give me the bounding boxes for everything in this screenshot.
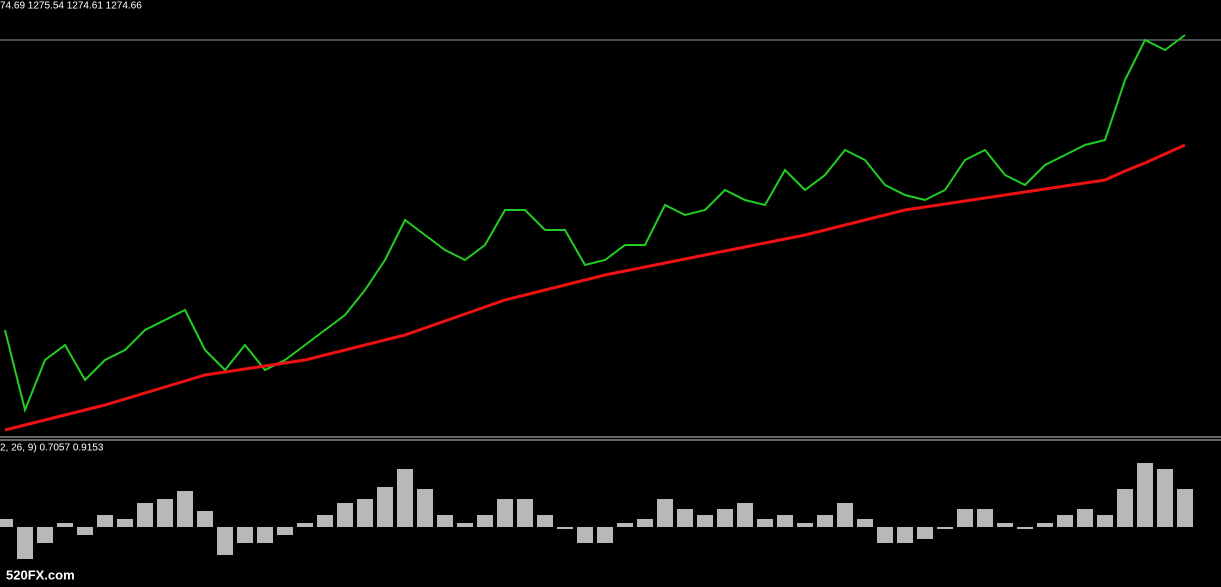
macd-bar [997,523,1013,527]
macd-bar [1157,469,1173,527]
macd-bar [1137,463,1153,527]
macd-bar [757,519,773,527]
macd-bar [337,503,353,527]
macd-bar [597,527,613,543]
macd-bar [937,527,953,529]
macd-bar [737,503,753,527]
price-series [4,34,1186,414]
macd-bar [457,523,473,527]
macd-bar [77,527,93,535]
price-series [4,143,1186,432]
macd-bar [557,527,573,529]
macd-bar [817,515,833,527]
macd-bar [37,527,53,543]
macd-bar [897,527,913,543]
macd-bar [777,515,793,527]
macd-bar [1017,527,1033,529]
macd-bar [537,515,553,527]
macd-bar [977,509,993,527]
macd-bar [677,509,693,527]
macd-bar [957,509,973,527]
macd-bar [917,527,933,539]
macd-bar [177,491,193,527]
macd-bar [837,503,853,527]
macd-bar [797,523,813,527]
macd-bar [197,511,213,527]
macd-bar [397,469,413,527]
macd-bar [357,499,373,527]
macd-bar [297,523,313,527]
macd-bar [477,515,493,527]
macd-bar [237,527,253,543]
macd-bar [17,527,33,559]
macd-bar [1077,509,1093,527]
macd-bar [497,499,513,527]
macd-bar [57,523,73,527]
macd-bar [157,499,173,527]
price-info: 74.69 1275.54 1274.61 1274.66 [0,1,142,12]
macd-bar [97,515,113,527]
macd-bar [1097,515,1113,527]
macd-bar [1177,489,1193,527]
macd-bar [877,527,893,543]
macd-bar [437,515,453,527]
macd-bar [257,527,273,543]
macd-bar [277,527,293,535]
macd-info: 2, 26, 9) 0.7057 0.9153 [0,443,104,454]
macd-bar [1117,489,1133,527]
macd-bar [857,519,873,527]
macd-bar [317,515,333,527]
macd-bar [577,527,593,543]
macd-bar [137,503,153,527]
macd-bar [717,509,733,527]
watermark: 520FX.com [6,567,75,582]
macd-bar [377,487,393,527]
macd-bar [417,489,433,527]
macd-bar [1037,523,1053,527]
macd-bar [117,519,133,527]
macd-bar [657,499,673,527]
macd-bar [617,523,633,527]
macd-bar [217,527,233,555]
macd-bar [697,515,713,527]
macd-bar [517,499,533,527]
macd-bar [1057,515,1073,527]
macd-bar [0,519,13,527]
macd-bar [637,519,653,527]
